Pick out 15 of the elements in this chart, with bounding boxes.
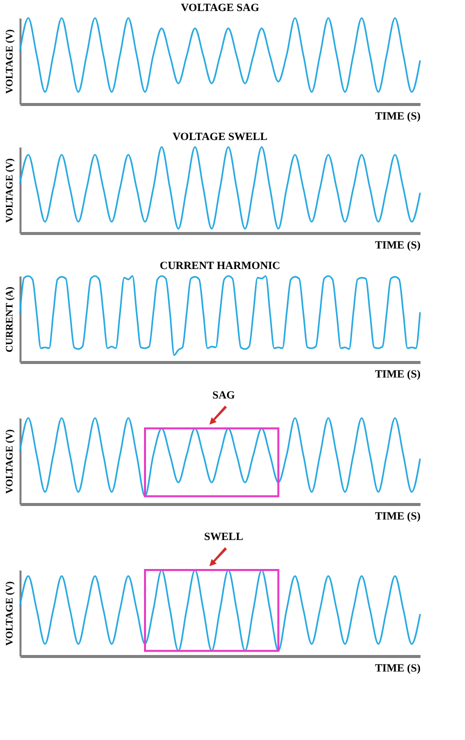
chart-title: VOLTAGE SWELL	[172, 131, 268, 144]
x-axis-title: TIME (S)	[374, 240, 421, 252]
x-axis-title: TIME (S)	[374, 110, 421, 122]
text: SAG	[212, 389, 236, 402]
chart-title: VOLTAGE SAG	[180, 2, 260, 14]
x-axis-title: TIME (S)	[374, 368, 421, 380]
y-axis-title: VOLTAGE (V)	[4, 581, 16, 646]
y-axis-title: CURRENT (A)	[4, 286, 16, 352]
x-axis-title: TIME (S)	[374, 510, 421, 522]
x-axis-title: TIME (S)	[374, 662, 421, 674]
chart-title: CURRENT HARMONIC	[160, 260, 280, 272]
y-axis-title: VOLTAGE (V)	[4, 158, 16, 223]
text: SWELL	[204, 531, 244, 543]
y-axis-title: VOLTAGE (V)	[4, 429, 16, 494]
y-axis-title: VOLTAGE (V)	[4, 29, 16, 94]
